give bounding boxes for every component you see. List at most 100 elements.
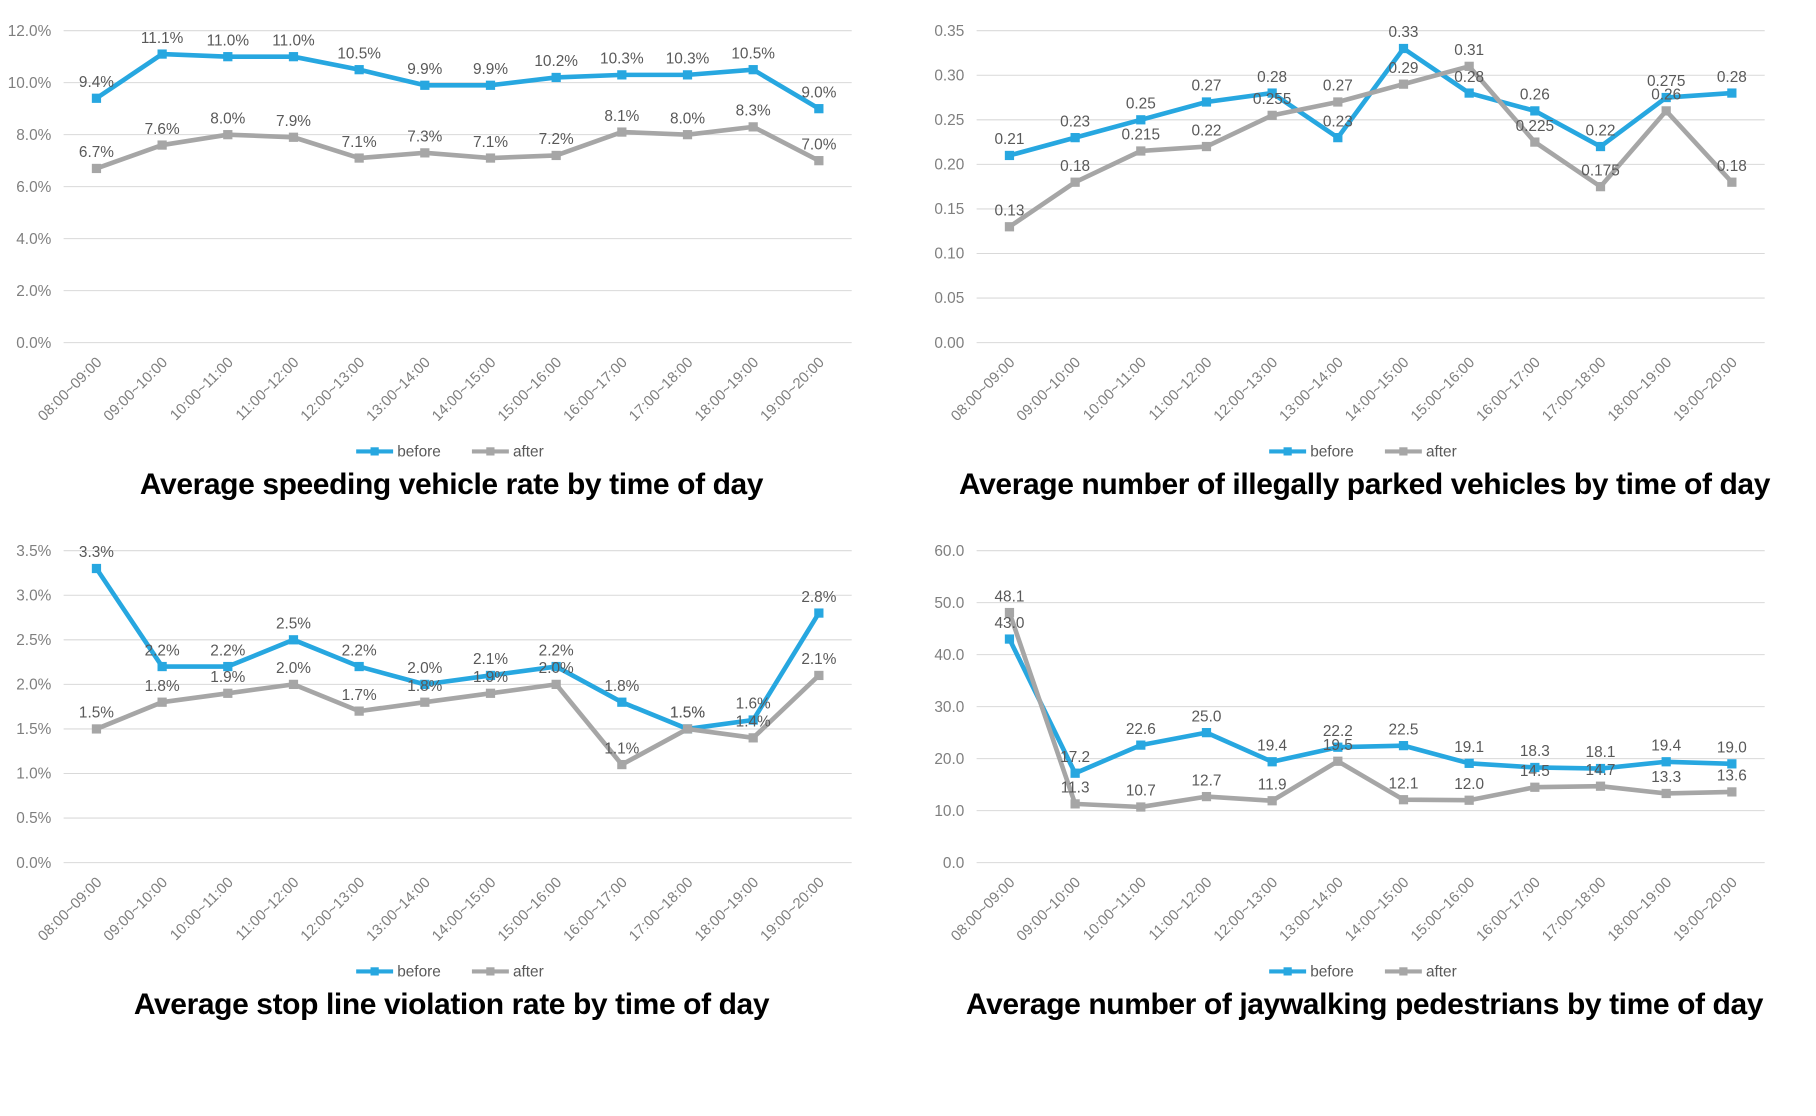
data-label-before: 2.2% [210, 642, 245, 659]
data-label-before: 10.3% [600, 51, 644, 68]
data-label-before: 2.1% [473, 651, 508, 668]
series-marker-before [157, 49, 167, 59]
series-marker-after [1333, 756, 1343, 766]
legend-label-before: before [397, 444, 441, 461]
series-marker-before [814, 608, 824, 618]
series-marker-after [1070, 799, 1080, 809]
data-label-after: 0.255 [1253, 91, 1291, 108]
legend-label-before: before [1310, 444, 1354, 461]
series-marker-before [1727, 759, 1737, 769]
data-label-after: 0.26 [1651, 87, 1681, 104]
data-label-after: 11.3 [1061, 779, 1090, 796]
x-axis-label: 11:00~12:00 [1146, 874, 1215, 943]
y-axis-tick-label: 0.05 [934, 290, 964, 307]
y-axis-tick-label: 40.0 [934, 647, 964, 664]
series-marker-after [1464, 795, 1474, 805]
data-label-before: 3.3% [79, 544, 114, 561]
series-marker-before [223, 52, 233, 62]
x-axis-label: 13:00~14:00 [364, 355, 434, 425]
x-axis-label: 10:00~11:00 [168, 874, 237, 943]
series-marker-after [1136, 146, 1146, 156]
x-axis-label: 12:00~13:00 [298, 355, 368, 425]
data-label-before: 9.4% [79, 74, 114, 91]
data-label-after: 0.215 [1122, 127, 1160, 144]
series-marker-before [748, 715, 758, 725]
x-axis-label: 16:00~17:00 [561, 874, 631, 944]
x-axis-label: 09:00~10:00 [101, 874, 171, 944]
data-label-before: 2.2% [342, 642, 377, 659]
x-axis-label: 16:00~17:00 [1474, 355, 1544, 425]
y-axis-tick-label: 0.5% [16, 810, 51, 827]
data-label-before: 0.28 [1454, 69, 1484, 86]
series-marker-before [1530, 106, 1540, 116]
chart-canvas-stop-line-violation: 0.0% 0.5% 1.0% 1.5% 2.0% 2.5% 3.0% 3.5% 08:00~09… [0, 524, 903, 988]
x-axis-label: 17:00~18:00 [626, 874, 696, 944]
y-axis-tick-label: 0.0% [16, 855, 51, 872]
legend-label-after: after [513, 963, 544, 980]
legend-label-before: before [1310, 963, 1354, 980]
series-marker-before [682, 70, 693, 80]
series-marker-after [1530, 782, 1540, 792]
series-marker-before [748, 65, 758, 75]
chart-title-jaywalking: Average number of jaywalking pedestrians… [965, 987, 1764, 1021]
legend-label-after: after [1426, 963, 1457, 980]
x-axis-label: 14:00~15:00 [1342, 874, 1412, 944]
series-marker-after [1595, 182, 1606, 192]
x-axis-label: 10:00~11:00 [1081, 355, 1150, 424]
series-marker-before [551, 72, 561, 83]
y-axis-tick-label: 1.5% [16, 721, 51, 738]
data-label-after: 7.9% [276, 113, 311, 130]
data-label-after: 1.4% [736, 713, 771, 730]
series-line-before [94, 566, 822, 732]
series-line-after [1007, 64, 1735, 230]
series-marker-before [551, 661, 561, 671]
series-marker-before [1267, 88, 1277, 98]
x-axis-label: 16:00~17:00 [561, 355, 631, 425]
series-marker-before [1727, 88, 1737, 98]
data-label-after: 0.29 [1389, 60, 1419, 77]
y-axis-tick-label: 3.0% [16, 587, 51, 604]
series-marker-before [617, 70, 627, 80]
series-marker-before [1661, 92, 1671, 103]
data-label-after: 7.3% [407, 129, 442, 146]
y-axis-tick-label: 0.20 [934, 157, 964, 174]
legend-label-before: before [397, 963, 441, 980]
data-label-before: 0.275 [1647, 73, 1685, 90]
series-line-before [1007, 636, 1735, 776]
y-axis-tick-label: 0.30 [934, 67, 964, 84]
y-axis-tick-label: 2.0% [16, 676, 51, 693]
series-marker-after [1661, 106, 1671, 116]
series-marker-after [223, 130, 233, 140]
series-marker-before [485, 670, 496, 680]
series-marker-after [1530, 137, 1540, 147]
data-label-before: 0.25 [1126, 96, 1156, 113]
chart-svg-illegal-parking: 0.00 0.05 0.10 0.15 0.20 0.25 0.30 0.35 08:00~09… [934, 23, 1765, 461]
series-marker-before [1398, 43, 1409, 54]
y-axis-tick-label: 3.5% [16, 543, 51, 560]
y-axis-tick-label: 0.0 [943, 855, 964, 872]
series-marker-after [1727, 787, 1737, 797]
series-marker-before [1595, 141, 1606, 152]
series-marker-before [288, 52, 299, 62]
series-marker-after [682, 130, 693, 140]
data-label-before: 9.0% [801, 84, 836, 101]
x-axis-label: 08:00~09:00 [35, 874, 105, 944]
series-marker-after [354, 153, 364, 163]
data-label-after: 2.0% [276, 660, 311, 677]
data-label-before: 10.3% [666, 51, 710, 68]
series-marker-after [617, 127, 627, 137]
data-label-after: 0.27 [1323, 78, 1353, 95]
series-marker-before [485, 80, 496, 90]
chart-canvas-illegal-parking: 0.00 0.05 0.10 0.15 0.20 0.25 0.30 0.35 08:00~09… [913, 4, 1816, 468]
series-marker-after [157, 697, 167, 707]
series-line-after [94, 672, 822, 767]
series-marker-before [814, 104, 824, 114]
x-axis-label: 15:00~16:00 [1408, 874, 1478, 944]
x-axis-label: 11:00~12:00 [233, 874, 302, 943]
data-label-before: 18.3 [1520, 743, 1550, 760]
data-label-after: 10.7 [1126, 783, 1156, 800]
series-marker-before [1201, 97, 1212, 107]
x-axis-label: 15:00~16:00 [1408, 355, 1478, 425]
x-axis-label: 18:00~19:00 [692, 355, 762, 425]
series-marker-before [1464, 758, 1474, 768]
